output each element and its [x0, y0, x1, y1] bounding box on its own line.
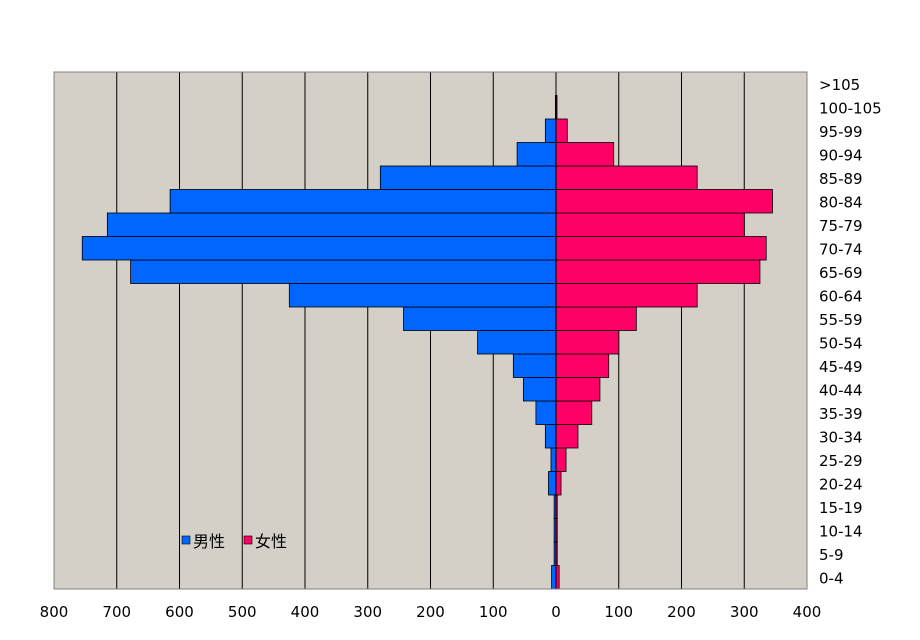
x-tick-label: 600: [165, 603, 194, 621]
age-group-label: 10-14: [819, 522, 863, 540]
x-axis-ticks: 800 700 600 500 400 300 200 100 0 100 200 300 400: [40, 603, 822, 621]
female-bar-35-39: [555, 400, 593, 425]
male-bar-90-94: [516, 142, 557, 167]
male-bar-65-69: [130, 259, 557, 284]
age-group-label: 45-49: [819, 358, 863, 376]
female-bar-20-24: [555, 471, 562, 496]
age-group-label: 65-69: [819, 264, 863, 282]
male-bar-0-4: [551, 565, 557, 590]
male-bar-85-89: [379, 165, 557, 190]
female-bar-95-99: [555, 118, 568, 143]
x-tick-label: 400: [793, 603, 822, 621]
male-bar-55-59: [403, 306, 557, 331]
female-bar-30-34: [555, 424, 579, 449]
x-tick-label: 100: [604, 603, 633, 621]
female-bar-50-54: [555, 330, 620, 355]
legend-swatch: [243, 535, 253, 545]
male-bar-60-64: [288, 283, 557, 308]
legend-label: 男性: [193, 532, 225, 551]
age-group-label: 80-84: [819, 193, 863, 211]
age-group-label: 5-9: [819, 546, 844, 564]
female-bar-25-29: [555, 447, 567, 472]
female-bar-70-74: [555, 236, 767, 261]
x-tick-label: 0: [551, 603, 561, 621]
male-bar-70-74: [81, 236, 557, 261]
male-bar-75-79: [106, 212, 557, 237]
female-bar-40-44: [555, 377, 601, 402]
legend-label: 女性: [255, 532, 287, 551]
female-bar-85-89: [555, 165, 698, 190]
bars: [81, 95, 773, 590]
age-group-label: 0-4: [819, 569, 844, 587]
male-bar-35-39: [535, 400, 557, 425]
female-bar-65-69: [555, 259, 761, 284]
age-group-label: 40-44: [819, 381, 863, 399]
age-group-label: 75-79: [819, 217, 863, 235]
age-group-label: 60-64: [819, 287, 863, 305]
age-group-label: 35-39: [819, 405, 863, 423]
male-bar-20-24: [548, 471, 557, 496]
age-group-label: 85-89: [819, 170, 863, 188]
age-group-label: 20-24: [819, 475, 863, 493]
female-bar-55-59: [555, 306, 637, 331]
female-bar-75-79: [555, 212, 745, 237]
male-bar-30-34: [544, 424, 557, 449]
male-bar-25-29: [550, 447, 557, 472]
x-tick-label: 200: [667, 603, 696, 621]
x-tick-label: 300: [730, 603, 759, 621]
x-tick-label: 300: [353, 603, 382, 621]
male-bar-50-54: [477, 330, 557, 355]
age-group-label: 90-94: [819, 146, 863, 164]
female-bar-80-84: [555, 189, 773, 214]
age-group-label: 50-54: [819, 334, 863, 352]
age-group-label: 70-74: [819, 240, 863, 258]
female-bar-90-94: [555, 142, 615, 167]
y-axis-categories: 0-4 5-9 10-14 15-19 20-24 25-29 30-34 35-39 40-4…: [819, 76, 882, 588]
plot-border: [53, 71, 808, 590]
male-bar-40-44: [522, 377, 557, 402]
age-group-label: 55-59: [819, 311, 863, 329]
female-bar-60-64: [555, 283, 698, 308]
age-group-label: >105: [819, 76, 860, 94]
male-bar-80-84: [169, 189, 557, 214]
x-tick-label: 700: [102, 603, 131, 621]
x-tick-label: 500: [228, 603, 257, 621]
legend: 男性 女性: [181, 532, 287, 551]
male-bar-95-99: [544, 118, 557, 143]
female-bar-45-49: [555, 353, 610, 378]
x-tick-label: 800: [40, 603, 69, 621]
age-group-label: 95-99: [819, 123, 863, 141]
age-group-label: 15-19: [819, 499, 863, 517]
age-group-label: 25-29: [819, 452, 863, 470]
age-group-label: 100-105: [819, 99, 882, 117]
x-tick-label: 400: [291, 603, 320, 621]
legend-swatch: [181, 535, 191, 545]
age-group-label: 30-34: [819, 428, 863, 446]
male-bar-45-49: [512, 353, 557, 378]
x-tick-label: 200: [416, 603, 445, 621]
x-tick-label: 100: [479, 603, 508, 621]
